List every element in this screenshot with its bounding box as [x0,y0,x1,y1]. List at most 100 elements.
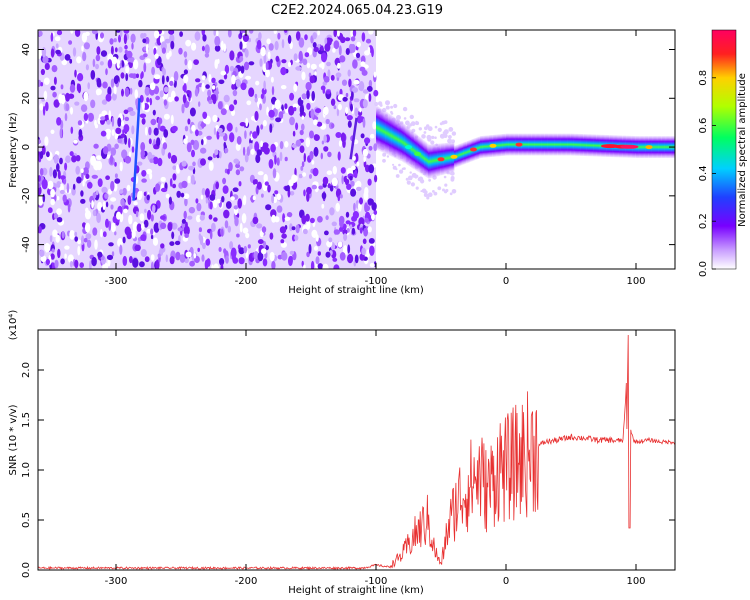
noise-blob [124,116,130,122]
noise-blob [301,71,306,81]
noise-blob [96,212,101,224]
noise-blob [139,94,144,103]
noise-blob [131,229,136,239]
noise-blob [69,260,73,268]
signal-halo [414,176,418,179]
noise-blob [56,183,61,188]
noise-blob [262,63,267,73]
noise-blob [139,213,145,222]
noise-blob [253,179,258,185]
signal-halo [392,163,395,166]
noise-blob [367,198,374,205]
signal-band-segment [555,133,557,156]
noise-blob [106,119,111,125]
noise-blob [114,162,117,167]
noise-blob [247,244,251,249]
noise-blob [277,32,281,40]
noise-blob [56,30,63,36]
signal-band-segment [534,133,537,156]
noise-blob [155,183,161,192]
signal-band-segment [511,133,513,156]
noise-blob [69,151,74,157]
noise-blob [149,82,156,91]
noise-blob [169,80,174,86]
noise-blob [146,97,150,103]
noise-blob [81,32,88,43]
noise-blob [102,201,106,211]
colorbar-label: Normalized spectral amplitude [737,73,748,227]
noise-blob [189,260,196,267]
noise-blob [369,133,375,139]
noise-blob [315,256,320,265]
noise-blob [211,85,216,90]
signal-band [374,100,675,200]
signal-halo [428,192,433,197]
noise-blob [100,116,106,121]
noise-blob [264,181,269,186]
noise-region [38,30,379,269]
noise-blob [160,187,168,193]
signal-hotspot [470,147,477,152]
noise-blob [201,139,204,146]
noise-blob [305,137,311,148]
noise-blob [137,161,143,166]
signal-band-segment [413,132,416,170]
signal-band-segment [446,142,448,174]
noise-blob [123,124,130,133]
noise-blob [366,85,373,92]
noise-blob [196,202,202,212]
noise-blob [129,256,133,264]
signal-halo [409,123,413,127]
noise-blob [201,121,205,129]
noise-blob [65,103,70,112]
noise-blob [236,136,242,145]
snr-plot-frame [37,329,676,571]
noise-blob [211,77,216,84]
noise-blob [220,70,227,76]
signal-band-segment [545,133,547,156]
noise-blob [107,258,111,267]
noise-blob [328,237,333,243]
noise-blob [55,43,59,49]
signal-band-segment [539,133,542,156]
noise-blob [322,176,329,185]
signal-band-segment [548,133,551,156]
signal-band-segment [652,136,655,158]
spectrogram-x-axis-label: Height of straight line (km) [288,285,424,296]
noise-blob [306,102,311,110]
noise-blob [152,156,159,165]
signal-band-segment [543,133,546,156]
noise-blob [324,37,328,45]
noise-blob [49,235,53,243]
noise-blob [106,254,114,261]
signal-band-segment [404,124,407,164]
noise-blob [41,145,46,155]
noise-blob [269,251,275,262]
noise-blob [358,217,365,227]
noise-blob [265,61,269,71]
noise-blob [168,196,172,205]
noise-blob [191,42,197,51]
noise-blob [68,40,73,45]
x-tick-label: 100 [626,576,645,587]
noise-blob [142,38,147,44]
noise-blob [317,30,320,36]
signal-band-segment [435,143,438,177]
noise-blob [260,124,264,130]
signal-band-segment [568,133,570,156]
signal-band-segment [481,136,483,158]
noise-blob [152,204,156,214]
noise-blob [317,263,323,269]
noise-blob [50,129,55,134]
noise-blob [221,195,225,203]
noise-blob [371,213,375,221]
noise-blob [276,205,283,213]
noise-blob [141,178,147,183]
signal-halo [448,135,452,139]
noise-blob [115,127,122,134]
noise-blob [245,232,250,239]
noise-blob [203,136,207,145]
noise-blob [313,246,319,251]
noise-blob [170,154,178,164]
